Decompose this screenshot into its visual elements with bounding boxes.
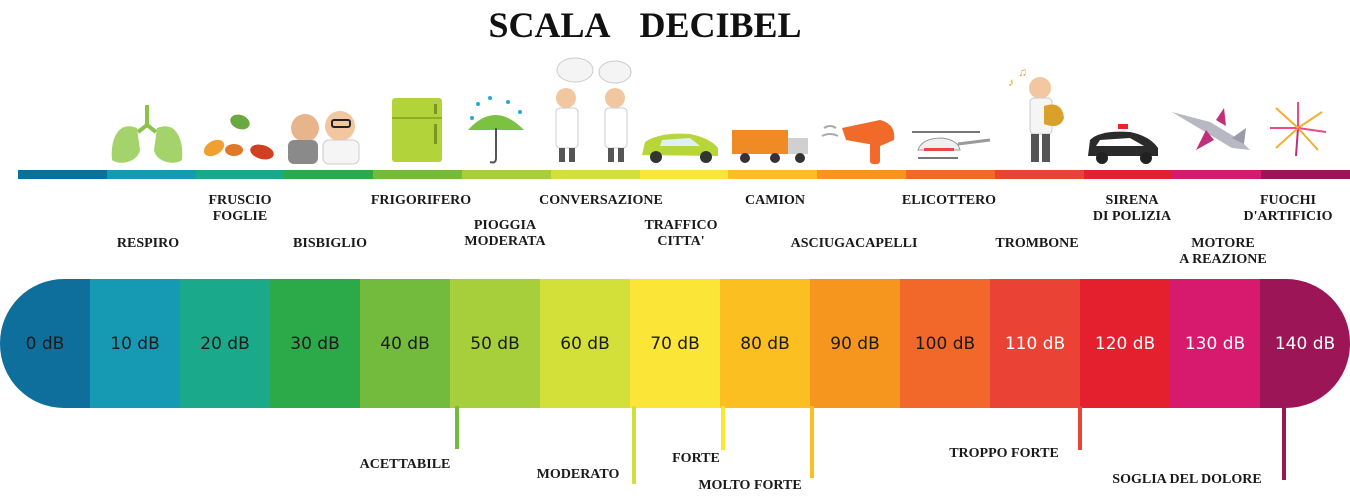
source-label: MOTORE A REAZIONE	[1179, 236, 1267, 267]
scale-segment: 0 dB	[0, 279, 90, 408]
svg-text:♪: ♪	[1008, 75, 1014, 89]
level-label: TROPPO FORTE	[949, 446, 1059, 461]
source-label: CAMION	[745, 193, 805, 208]
strip-segment	[195, 170, 285, 179]
strip-segment	[1083, 170, 1173, 179]
source-label: RESPIRO	[116, 236, 180, 251]
level-label: FORTE	[672, 451, 720, 466]
hairdryer-icon	[821, 120, 895, 164]
scale-segment: 120 dB	[1080, 279, 1170, 408]
car-icon	[642, 133, 718, 163]
source-label: SIRENA DI POLIZIA	[1092, 193, 1172, 224]
scale-segment: 90 dB	[810, 279, 900, 408]
scale-segment: 10 dB	[90, 279, 180, 408]
whisper-icon	[288, 111, 360, 165]
scale-segment: 110 dB	[990, 279, 1080, 408]
strip-segment	[1261, 170, 1350, 179]
strip-segment	[994, 170, 1084, 179]
source-label: ASCIUGACAPELLI	[790, 236, 918, 251]
icons-row: ♪ ♫	[111, 57, 1327, 165]
umbrella-rain-icon	[468, 96, 524, 164]
decibel-scale: 0 dB 10 dB 20 dB 30 dB 40 dB 50 dB 60 dB…	[0, 279, 1350, 408]
strip-segment	[106, 170, 196, 179]
strip-segment	[284, 170, 374, 179]
level-tick	[721, 406, 725, 450]
fireworks-icon	[1270, 102, 1327, 157]
color-strip	[18, 170, 1350, 179]
source-label: FRUSCIO FOGLIE	[208, 193, 272, 224]
strip-segment	[1172, 170, 1262, 179]
source-label: FRIGORIFERO	[370, 193, 472, 208]
source-label: ELICOTTERO	[901, 193, 997, 208]
strip-segment	[18, 170, 107, 179]
source-label: PIOGGIA MODERATA	[464, 218, 546, 249]
level-tick	[632, 406, 636, 484]
page-title: SCALA DECIBEL	[488, 5, 802, 45]
jet-icon	[1172, 108, 1250, 150]
strip-segment	[639, 170, 729, 179]
scale-segment: 70 dB	[630, 279, 720, 408]
strip-segment	[550, 170, 640, 179]
strip-segment	[817, 170, 906, 179]
trombone-player-icon: ♪ ♫	[1008, 65, 1064, 162]
scale-segment: 30 dB	[270, 279, 360, 408]
scale-segment: 50 dB	[450, 279, 540, 408]
level-tick	[455, 406, 459, 449]
scale-segment: 60 dB	[540, 279, 630, 408]
level-label: SOGLIA DEL DOLORE	[1112, 472, 1262, 487]
conversation-icon	[555, 57, 632, 162]
scale-segment: 100 dB	[900, 279, 990, 408]
leaves-icon	[203, 114, 274, 160]
level-tick	[810, 406, 814, 478]
helicopter-icon	[912, 131, 991, 159]
strip-segment	[461, 170, 551, 179]
scale-segment: 130 dB	[1170, 279, 1260, 408]
source-label: FUOCHI D'ARTIFICIO	[1243, 193, 1333, 224]
fridge-icon	[392, 98, 442, 162]
strip-segment	[905, 170, 995, 179]
level-label: MODERATO	[536, 467, 620, 482]
truck-icon	[732, 130, 808, 163]
source-label: TROMBONE	[995, 236, 1079, 251]
scale-segment: 140 dB	[1260, 279, 1350, 408]
level-label: MOLTO FORTE	[698, 478, 802, 493]
source-label: TRAFFICO CITTA'	[644, 218, 718, 249]
strip-segment	[728, 170, 818, 179]
level-tick	[1282, 406, 1286, 480]
police-car-icon	[1088, 124, 1158, 164]
scale-segment: 20 dB	[180, 279, 270, 408]
level-tick	[1078, 406, 1082, 450]
svg-text:♫: ♫	[1018, 65, 1027, 79]
scale-segment: 40 dB	[360, 279, 450, 408]
level-label: ACETTABILE	[359, 457, 451, 472]
scale-segment: 80 dB	[720, 279, 810, 408]
lungs-icon	[111, 105, 183, 163]
strip-segment	[373, 170, 462, 179]
source-label: BISBIGLIO	[293, 236, 367, 251]
source-label: CONVERSAZIONE	[539, 193, 663, 208]
